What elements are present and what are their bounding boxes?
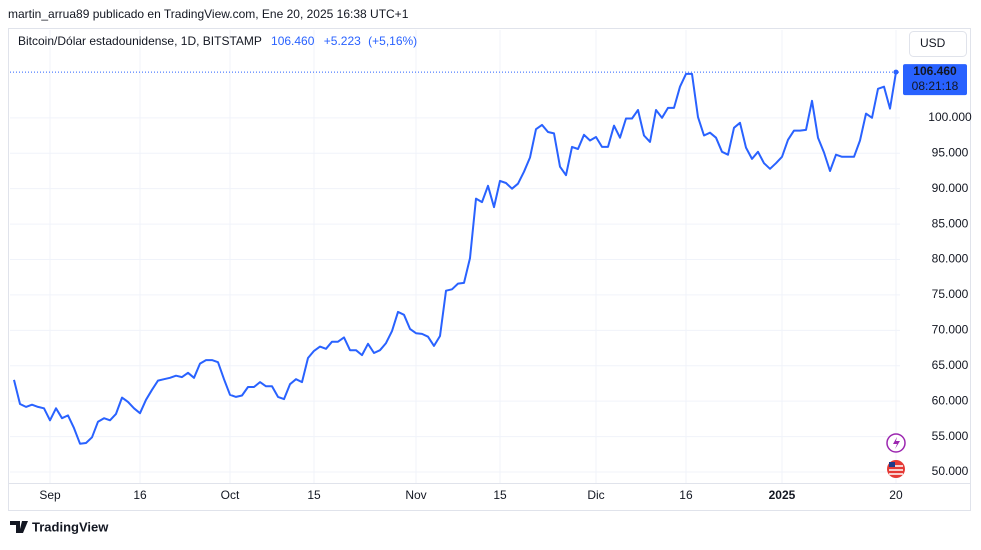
y-tick-label: 85.000 xyxy=(932,216,969,230)
y-tick-label: 80.000 xyxy=(932,252,969,266)
y-tick-label: 70.000 xyxy=(932,323,969,337)
x-tick-label: 20 xyxy=(889,488,903,502)
economic-icon-canton xyxy=(889,462,895,467)
y-tick-label: 60.000 xyxy=(932,393,969,407)
price-badge xyxy=(903,64,967,96)
logo-text: TradingView xyxy=(32,519,109,534)
logo-mark xyxy=(10,521,28,533)
currency-label: USD xyxy=(920,36,946,50)
countdown-label: 08:21:18 xyxy=(912,79,959,93)
publisher-line: martin_arrua89 publicado en TradingView.… xyxy=(8,7,409,21)
x-tick-label: 15 xyxy=(307,488,321,502)
x-tick-label: 16 xyxy=(679,488,693,502)
x-tick-label: Nov xyxy=(405,488,426,502)
y-tick-label: 95.000 xyxy=(932,145,969,159)
chart-frame xyxy=(8,28,971,511)
change: +5.223 xyxy=(324,34,361,48)
x-tick-label: 15 xyxy=(493,488,507,502)
price-badge-label: 106.460 xyxy=(913,64,957,78)
y-tick-label: 55.000 xyxy=(932,429,969,443)
symbol-title: Bitcoin/Dólar estadounidense, 1D, BITSTA… xyxy=(18,34,262,48)
y-tick-label: 100.000 xyxy=(928,110,972,124)
plot: 50.000 55.000 60.000 65.000 70.000 75.000 80.0… xyxy=(10,30,972,502)
y-tick-label: 50.000 xyxy=(932,464,969,478)
x-tick-label: Dic xyxy=(587,488,604,502)
price-line xyxy=(13,71,897,445)
footer-logo: TradingView xyxy=(10,519,109,534)
y-tick-label: 75.000 xyxy=(932,287,969,301)
event-icon-bolt xyxy=(893,437,900,449)
currency-button[interactable] xyxy=(909,31,967,57)
x-tick-label: Sep xyxy=(39,488,61,502)
y-tick-label: 90.000 xyxy=(932,181,969,195)
last-price: 106.460 xyxy=(271,34,315,48)
x-tick-label: 2025 xyxy=(769,488,796,502)
legend-header: Bitcoin/Dólar estadounidense, 1D, BITSTA… xyxy=(18,34,417,48)
x-tick-label: Oct xyxy=(221,488,240,502)
y-tick-label: 65.000 xyxy=(932,358,969,372)
change-pct: (+5,16%) xyxy=(368,34,417,48)
x-tick-label: 16 xyxy=(133,488,147,502)
last-point xyxy=(893,69,899,75)
